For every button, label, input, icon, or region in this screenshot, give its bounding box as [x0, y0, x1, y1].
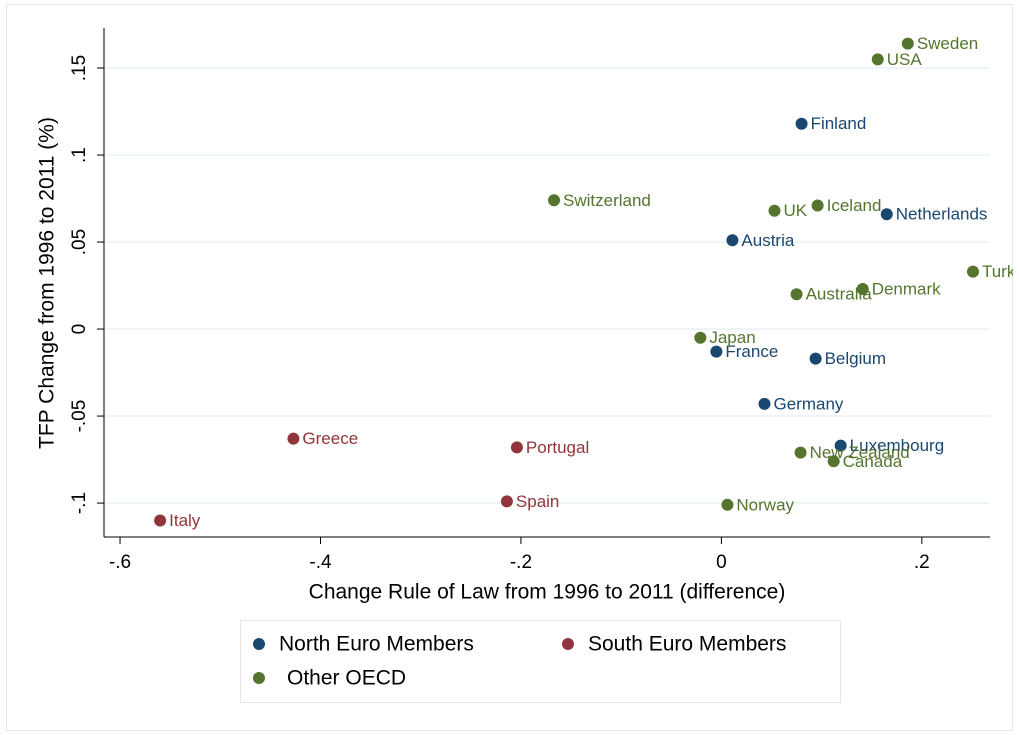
- y-tick-label: .1: [69, 147, 90, 163]
- point: [827, 455, 840, 468]
- point: [726, 234, 739, 247]
- x-tick-label: -.6: [109, 552, 131, 573]
- y-tick-label: 0: [69, 324, 90, 335]
- point-label: Belgium: [825, 349, 886, 368]
- point-label: Norway: [736, 495, 794, 514]
- point-label: Italy: [169, 511, 201, 530]
- point: [287, 432, 300, 445]
- point: [871, 53, 884, 66]
- point: [500, 495, 513, 508]
- x-tick-label: .2: [914, 552, 930, 573]
- frame: [6, 4, 1013, 731]
- point: [768, 204, 781, 217]
- point-label: Australia: [806, 285, 873, 304]
- point: [154, 514, 167, 527]
- point-label: Spain: [516, 492, 559, 511]
- point-label: Turkey: [982, 262, 1019, 281]
- point: [758, 397, 771, 410]
- legend-label: Other OECD: [287, 667, 406, 690]
- plot: -.1 -.05 0 .05 .1 .15 -.6 -.4 -.2 0 .2 Finland Nethe…: [69, 28, 1019, 573]
- point: [901, 37, 914, 50]
- legend-marker: [253, 672, 265, 684]
- point: [811, 199, 824, 212]
- point: [548, 194, 561, 207]
- point-label: UK: [784, 201, 808, 220]
- x-tick-label: -.4: [309, 552, 332, 573]
- legend-box: [240, 620, 841, 703]
- legend-label: South Euro Members: [588, 633, 786, 656]
- point-label: Finland: [811, 114, 867, 133]
- y-tick-label: -.1: [69, 492, 90, 514]
- x-axis-title: Change Rule of Law from 1996 to 2011 (di…: [309, 581, 786, 604]
- point-label: Germany: [773, 394, 843, 413]
- legend-marker: [253, 638, 265, 650]
- point: [795, 117, 808, 130]
- point: [790, 288, 803, 301]
- x-tick-label: 0: [716, 552, 727, 573]
- y-tick-label: .05: [69, 229, 90, 255]
- point: [966, 265, 979, 278]
- point: [721, 498, 734, 511]
- y-tick-label: -.05: [69, 400, 90, 433]
- y-axis-title: TFP Change from 1996 to 2011 (%): [36, 117, 59, 449]
- point: [809, 352, 822, 365]
- point-label: Luxembourg: [850, 436, 945, 455]
- point-label: Sweden: [917, 34, 978, 53]
- point-label: Switzerland: [563, 191, 651, 210]
- point-label: Iceland: [827, 196, 882, 215]
- point-label: France: [725, 342, 778, 361]
- point: [510, 441, 523, 454]
- x-tick-label: -.2: [510, 552, 532, 573]
- point-label: Canada: [843, 452, 903, 471]
- point-label: Austria: [741, 231, 794, 250]
- point-label: Greece: [302, 429, 358, 448]
- legend-marker: [562, 638, 574, 650]
- y-tick-label: .15: [69, 55, 90, 81]
- point: [694, 331, 707, 344]
- legend-label: North Euro Members: [279, 633, 474, 656]
- point-label: Japan: [709, 328, 755, 347]
- point: [880, 208, 893, 221]
- point-label: Netherlands: [896, 205, 988, 224]
- point-label: USA: [887, 50, 923, 69]
- point: [834, 439, 847, 452]
- point: [710, 345, 723, 358]
- point-label: Denmark: [872, 280, 941, 299]
- point: [856, 283, 869, 296]
- point: [794, 446, 807, 459]
- point-label: Portugal: [526, 438, 589, 457]
